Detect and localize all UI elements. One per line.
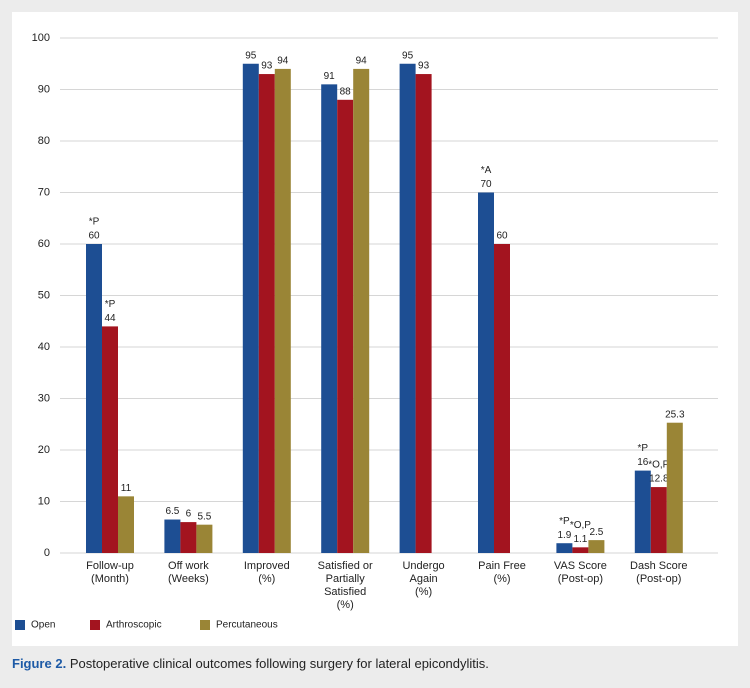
bar [102,326,118,553]
bar [164,519,181,553]
bar [494,244,510,553]
bar [572,547,589,553]
value-label: 95 [402,50,414,61]
value-label: 16 [637,457,649,468]
x-tick-label: (%) [258,573,275,585]
value-label: 91 [324,71,336,82]
x-tick-label: Dash Score [630,560,687,572]
legend-label: Arthroscopic [106,620,162,631]
value-label: 94 [277,56,289,67]
bar [86,244,102,553]
annotation: *A [481,165,492,176]
annotation: *P [89,217,100,228]
annotation: *O,P [648,460,669,471]
value-label: 11 [121,483,132,494]
y-tick-label: 60 [38,238,50,250]
value-label: 93 [261,61,273,72]
legend-label: Open [31,620,55,631]
legend-swatch [90,620,100,630]
bar [321,84,338,553]
x-tick-label: Satisfied or [318,560,373,572]
value-label: 94 [356,56,368,67]
x-tick-label: (%) [337,599,354,611]
value-label: 44 [104,313,116,324]
y-tick-label: 20 [38,444,50,456]
bar [556,543,573,553]
bar [399,63,416,553]
caption: Figure 2. Postoperative clinical outcome… [12,656,489,671]
y-tick-label: 40 [38,341,50,353]
x-tick-label: Undergo [402,560,444,572]
annotation: *P [638,443,649,454]
y-tick-label: 70 [38,186,50,198]
x-tick-label: (Post-op) [636,573,681,585]
x-tick-label: VAS Score [554,560,607,572]
y-tick-label: 10 [38,495,50,507]
x-tick-label: (%) [493,573,510,585]
bar [353,68,370,554]
y-tick-label: 100 [32,32,50,44]
legend-label: Percutaneous [216,620,278,631]
y-tick-label: 90 [38,83,50,95]
bar [242,63,259,553]
value-label: 60 [88,231,100,242]
value-label: 2.5 [589,527,603,538]
bar [258,74,275,554]
value-label: 25.3 [665,409,685,420]
legend-swatch [15,620,25,630]
x-tick-label: Pain Free [478,560,526,572]
x-tick-label: Improved [244,560,290,572]
bar [118,496,134,553]
value-label: 93 [418,61,430,72]
caption-label: Figure 2. [12,656,67,671]
bar [337,99,354,554]
bar [180,522,197,553]
x-tick-label: Again [410,573,438,585]
legend-swatch [200,620,210,630]
x-tick-label: Follow-up [86,560,134,572]
x-tick-label: (Weeks) [168,573,209,585]
caption-text: Postoperative clinical outcomes followin… [69,656,489,671]
y-tick-label: 30 [38,392,50,404]
bar [634,470,651,553]
y-tick-label: 80 [38,135,50,147]
x-tick-label: Off work [168,560,209,572]
value-label: 1.9 [557,530,571,541]
y-tick-label: 50 [38,289,50,301]
x-tick-label: (Post-op) [558,573,603,585]
bar [478,192,494,553]
annotation: *O,P [570,520,591,531]
chart: 0 10 20 30 40 50 60 70 80 90 100 Follow-up(Month) 60… [12,12,738,646]
value-label: 60 [496,231,508,242]
bar [666,422,683,553]
bar [196,524,213,553]
bar [650,487,667,553]
y-tick-label: 0 [44,547,50,559]
value-label: 88 [340,86,352,97]
annotation: *P [559,516,570,527]
annotation: *P [105,299,116,310]
bar [274,68,291,554]
x-tick-label: (%) [415,586,432,598]
x-tick-label: Partially [326,573,366,585]
value-label: 6 [186,509,192,520]
value-label: 12.8 [649,474,669,485]
value-label: 1.1 [573,534,587,545]
x-tick-label: Satisfied [324,586,366,598]
value-label: 5.5 [197,511,211,522]
value-label: 95 [245,50,257,61]
value-label: 6.5 [165,506,179,517]
x-tick-label: (Month) [91,573,129,585]
bar [588,540,605,553]
bar [415,74,432,554]
value-label: 70 [480,179,492,190]
